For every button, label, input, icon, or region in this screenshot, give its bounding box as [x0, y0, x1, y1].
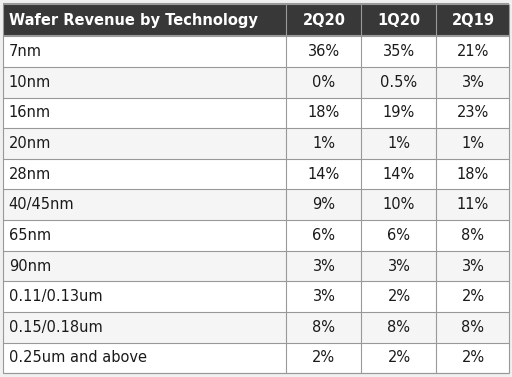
Text: 2Q19: 2Q19	[452, 12, 495, 28]
Text: 10%: 10%	[383, 197, 415, 212]
Text: 0.11/0.13um: 0.11/0.13um	[9, 289, 102, 304]
Text: 0.15/0.18um: 0.15/0.18um	[9, 320, 102, 335]
Text: 16nm: 16nm	[9, 105, 51, 120]
Text: 18%: 18%	[308, 105, 340, 120]
Text: 21%: 21%	[457, 44, 489, 59]
Text: 1%: 1%	[312, 136, 335, 151]
Bar	[3, 343, 509, 373]
Text: Wafer Revenue by Technology: Wafer Revenue by Technology	[9, 12, 258, 28]
Text: 90nm: 90nm	[9, 259, 51, 274]
Text: 11%: 11%	[457, 197, 489, 212]
Bar	[3, 251, 509, 281]
Text: 3%: 3%	[388, 259, 411, 274]
Text: 19%: 19%	[383, 105, 415, 120]
Text: 1%: 1%	[388, 136, 411, 151]
Text: 14%: 14%	[383, 167, 415, 182]
Bar	[3, 220, 509, 251]
Text: 10nm: 10nm	[9, 75, 51, 90]
Text: 40/45nm: 40/45nm	[9, 197, 74, 212]
Text: 3%: 3%	[461, 259, 484, 274]
Text: 2%: 2%	[312, 350, 335, 365]
Bar	[3, 312, 509, 343]
Text: 7nm: 7nm	[9, 44, 41, 59]
Text: 23%: 23%	[457, 105, 489, 120]
Text: 2%: 2%	[461, 350, 484, 365]
Text: 2%: 2%	[388, 289, 411, 304]
Bar	[3, 36, 509, 67]
Bar	[3, 281, 509, 312]
Text: 3%: 3%	[312, 289, 335, 304]
Text: 1Q20: 1Q20	[377, 12, 420, 28]
Text: 8%: 8%	[461, 320, 484, 335]
Text: 9%: 9%	[312, 197, 335, 212]
Text: 6%: 6%	[312, 228, 335, 243]
Bar	[3, 128, 509, 159]
Text: 20nm: 20nm	[9, 136, 51, 151]
Text: 0.5%: 0.5%	[380, 75, 417, 90]
Text: 3%: 3%	[312, 259, 335, 274]
Text: 8%: 8%	[388, 320, 411, 335]
Text: 2%: 2%	[388, 350, 411, 365]
Bar	[3, 67, 509, 98]
Text: 36%: 36%	[308, 44, 340, 59]
Text: 2%: 2%	[461, 289, 484, 304]
Text: 14%: 14%	[308, 167, 340, 182]
Bar	[3, 98, 509, 128]
Text: 0.25um and above: 0.25um and above	[9, 350, 147, 365]
Text: 0%: 0%	[312, 75, 335, 90]
Text: 1%: 1%	[461, 136, 484, 151]
Text: 8%: 8%	[312, 320, 335, 335]
Bar	[3, 4, 509, 36]
Text: 18%: 18%	[457, 167, 489, 182]
Text: 8%: 8%	[461, 228, 484, 243]
Text: 2Q20: 2Q20	[303, 12, 346, 28]
Text: 3%: 3%	[461, 75, 484, 90]
Bar	[3, 159, 509, 189]
Text: 6%: 6%	[388, 228, 411, 243]
Bar	[3, 189, 509, 220]
Text: 35%: 35%	[383, 44, 415, 59]
Text: 65nm: 65nm	[9, 228, 51, 243]
Text: 28nm: 28nm	[9, 167, 51, 182]
